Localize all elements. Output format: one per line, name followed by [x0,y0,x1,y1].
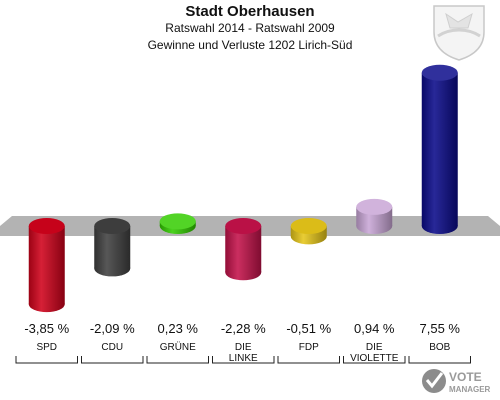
chart-title: Stadt Oberhausen [185,3,315,20]
bar-die-violette [356,198,393,234]
value-label: -2,28 % [221,321,266,336]
category-label: BOB [429,342,450,353]
category-bracket [146,356,209,364]
chart-subtitle: Ratswahl 2014 - Ratswahl 2009 [165,21,335,35]
value-label: -0,51 % [286,321,331,336]
vote-manager-logo: VOTE MANAGER [422,369,491,394]
coat-of-arms-icon [433,5,485,61]
bar-cdu [94,218,131,277]
category-bracket [81,356,144,364]
category-label: FDP [299,342,319,353]
bar-bob [421,64,458,234]
category-label: GRÜNE [160,341,196,353]
bar-die-linke [225,218,262,281]
bar-fdp [290,218,327,245]
category-label: SPD [36,342,57,353]
category-bracket [408,356,471,364]
category-bracket [277,356,340,364]
value-label: -3,85 % [24,321,69,336]
bar-spd [28,218,65,313]
value-label: -2,09 % [90,321,135,336]
value-label: 7,55 % [420,321,461,336]
category-label: DIE LINKE [229,342,258,364]
category-bracket [15,356,78,364]
chart-description: Gewinne und Verluste 1202 Lirich-Süd [147,38,353,52]
value-label: 0,94 % [354,321,395,336]
category-bracket [343,356,406,364]
category-bracket [212,356,275,364]
logo-text-vote: VOTE [449,370,482,384]
category-label: DIE VIOLETTE [350,342,399,364]
value-label: 0,23 % [158,321,199,336]
category-label: CDU [101,342,123,353]
logo-text-manager: MANAGER [449,385,491,394]
bar-grüne [159,213,196,234]
